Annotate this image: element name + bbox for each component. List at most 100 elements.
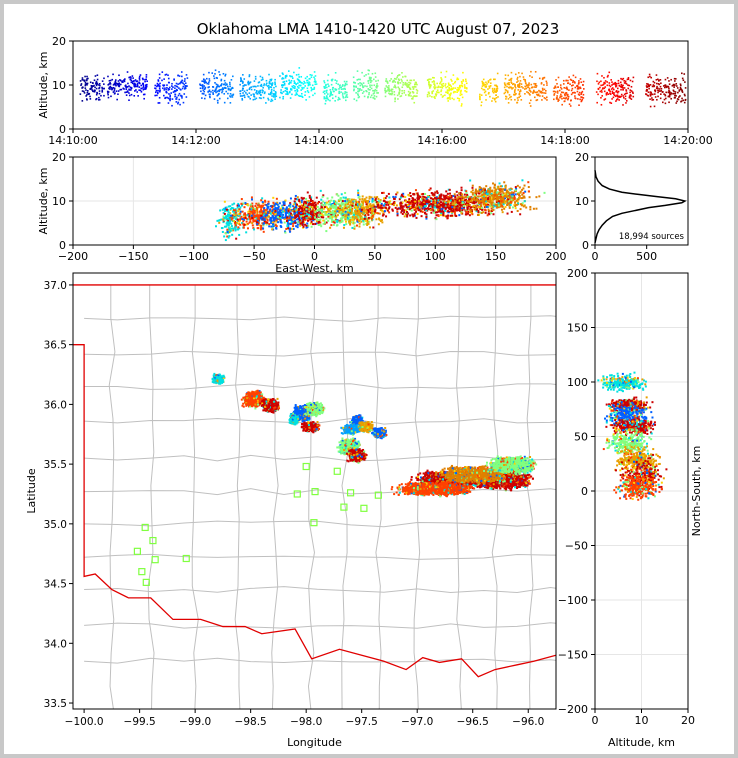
source-point [452,83,454,85]
source-point [86,78,88,80]
source-point [163,84,166,87]
source-point [480,87,483,90]
source-point [458,85,461,88]
source-point [183,80,186,82]
source-point [560,86,562,89]
source-point [348,198,351,201]
source-point [98,84,100,86]
source-point [277,205,280,208]
source-point [290,75,292,78]
source-point [87,92,90,95]
source-point [411,97,413,100]
source-point [214,225,217,228]
source-point [309,84,311,86]
source-point [339,212,342,215]
source-point [422,198,425,201]
source-point [447,211,450,214]
source-point [571,87,574,90]
source-point [304,218,307,221]
source-point [110,86,112,89]
source-point [401,89,403,92]
source-point [101,88,104,90]
source-point [523,88,526,90]
source-point [301,88,304,90]
source-point [245,223,248,226]
source-point [284,77,287,79]
source-point [264,215,267,218]
source-point [681,77,684,80]
source-point [425,209,428,212]
source-point [556,90,559,93]
source-point [269,208,272,211]
source-point [288,207,291,210]
source-point [481,81,484,84]
source-point [434,97,436,100]
source-point [386,80,389,83]
source-point [291,77,294,79]
source-point [308,82,311,84]
source-point [369,79,372,82]
source-point [291,85,294,88]
source-point [115,82,117,85]
source-point [410,95,412,97]
source-point [223,219,226,222]
source-point [300,215,303,218]
source-point [453,206,456,209]
source-point [236,218,239,221]
time-height-frame [72,40,689,130]
source-point [484,211,487,214]
source-point [164,74,167,76]
source-point [446,89,449,91]
source-point [448,196,451,199]
source-point [308,205,311,208]
source-point [235,217,238,220]
source-point [483,91,486,94]
source-point [241,80,244,83]
source-point [231,214,234,217]
source-point [338,88,340,90]
source-point [131,75,134,77]
source-point [467,210,470,213]
source-point [464,87,466,89]
source-point [415,216,418,219]
source-point [603,76,605,79]
source-point [373,199,376,202]
source-point [288,204,291,207]
source-point [284,231,287,234]
source-point [528,82,530,84]
source-point [540,82,543,84]
source-point [381,221,384,224]
source-point [120,88,123,91]
source-point [446,192,449,195]
source-point [300,204,303,207]
source-point [274,93,277,95]
source-point [332,206,335,209]
source-point [489,82,492,84]
source-point [353,211,356,214]
source-point [184,86,187,89]
source-point [341,202,344,205]
source-point [371,214,374,217]
source-point [345,80,348,83]
source-point [481,83,484,85]
source-point [308,78,311,80]
source-point [178,75,181,77]
source-point [573,81,576,83]
source-point [302,197,305,200]
source-point [234,224,237,227]
source-point [244,216,247,219]
source-point [297,78,300,81]
source-point [294,94,297,96]
source-point [579,78,582,80]
source-point [261,222,264,225]
source-point [397,74,399,77]
source-point [540,82,543,85]
source-point [452,87,455,89]
source-point [514,85,516,88]
source-point [334,217,337,220]
source-point [285,206,288,209]
source-point [334,95,337,98]
source-point [298,219,301,222]
source-point [545,96,548,99]
source-point [294,209,297,212]
